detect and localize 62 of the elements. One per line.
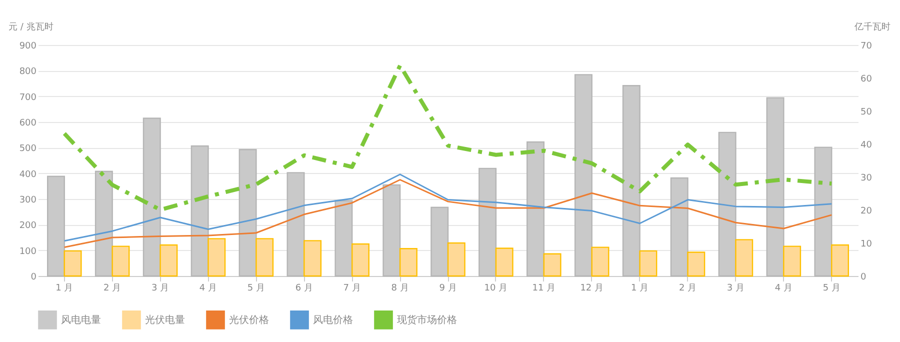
x-tick-label: 3 月 <box>726 284 745 294</box>
y-tick-label: 800 <box>19 67 37 78</box>
bar <box>351 243 370 277</box>
x-tick-label: 4 月 <box>199 284 218 294</box>
y2-axis-title: 亿千瓦时 <box>854 22 890 32</box>
bar <box>639 250 658 277</box>
y2-tick-label: 20 <box>860 206 872 216</box>
x-tick-label: 11 月 <box>532 284 556 294</box>
bar <box>256 238 274 277</box>
x-tick-label: 7 月 <box>343 284 361 294</box>
line-series <box>64 174 832 242</box>
y2-tick-label: 60 <box>860 74 872 84</box>
y-tick-label: 700 <box>19 92 37 103</box>
y-tick-label: 500 <box>19 144 37 154</box>
y2-tick-label: 50 <box>860 108 872 118</box>
legend-label: 光伏电量 <box>145 314 185 326</box>
bar <box>64 250 82 277</box>
legend-label: 现货市场价格 <box>397 314 457 326</box>
bar <box>735 239 754 277</box>
x-tick-label: 1 月 <box>56 284 74 294</box>
x-tick-label: 8 月 <box>391 284 409 294</box>
bar <box>447 242 466 277</box>
bar <box>304 240 322 277</box>
y-tick-label: 100 <box>19 246 37 257</box>
legend-label: 风电电量 <box>61 314 101 326</box>
y-tick-label: 900 <box>19 42 37 52</box>
bar <box>687 252 706 277</box>
line-series <box>62 64 834 212</box>
x-tick-label: 5 月 <box>822 284 840 294</box>
bar <box>783 246 802 277</box>
bar <box>208 238 226 277</box>
line-series <box>64 179 832 248</box>
y-tick-label: 0 <box>30 272 37 282</box>
y-tick-label: 200 <box>19 221 37 232</box>
y2-tick-label: 10 <box>860 240 872 250</box>
y-tick-label: 300 <box>19 196 37 206</box>
x-tick-label: 4 月 <box>774 284 792 294</box>
bar <box>831 244 850 277</box>
legend-label: 风电价格 <box>313 314 353 326</box>
y2-tick-label: 40 <box>860 140 872 150</box>
x-tick-label: 9 月 <box>439 284 457 294</box>
x-tick-label: 10 月 <box>484 284 508 294</box>
y-tick-label: 400 <box>19 170 37 180</box>
y2-tick-label: 0 <box>860 272 866 282</box>
x-tick-label: 6 月 <box>295 284 313 294</box>
bar <box>543 253 562 277</box>
bar <box>495 248 514 277</box>
y-tick-label: 600 <box>19 118 37 128</box>
bar <box>591 246 610 277</box>
y2-tick-label: 30 <box>860 174 872 184</box>
bar <box>399 248 418 277</box>
legend-label: 光伏价格 <box>229 314 269 326</box>
y-axis-title: 元 / 兆瓦时 <box>8 22 54 32</box>
x-tick-label: 5 月 <box>247 284 265 294</box>
bar <box>160 244 178 277</box>
x-tick-label: 2 月 <box>104 284 122 294</box>
y2-tick-label: 70 <box>860 42 872 52</box>
x-tick-label: 2 月 <box>678 284 697 294</box>
bar <box>112 246 130 277</box>
x-tick-label: 3 月 <box>151 284 170 294</box>
x-tick-label: 1 月 <box>631 284 649 294</box>
x-tick-label: 12 月 <box>580 284 604 294</box>
